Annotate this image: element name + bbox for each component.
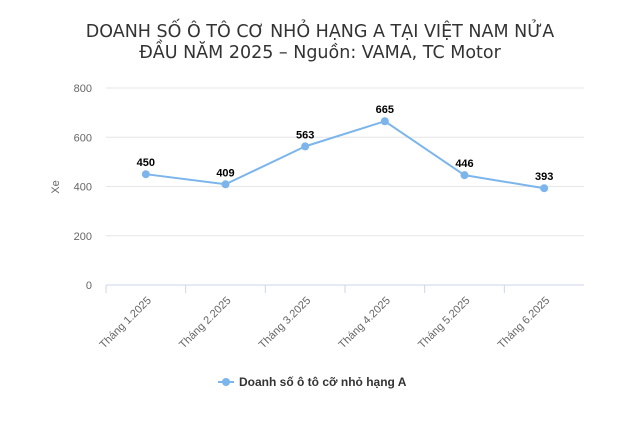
x-tick-label: Tháng 2.2025 bbox=[177, 295, 233, 351]
data-point[interactable] bbox=[460, 171, 469, 180]
y-tick-label: 200 bbox=[74, 231, 92, 243]
x-tick-label: Tháng 4.2025 bbox=[336, 295, 392, 351]
y-axis-ticks: 0 200 400 600 800 bbox=[74, 83, 92, 292]
chart-title-line-1: DOANH SỐ Ô TÔ CƠ NHỎ HẠNG A TẠI VIỆT NAM… bbox=[86, 18, 554, 42]
legend-item-label: Doanh số ô tô cỡ nhỏ hạng A bbox=[239, 375, 407, 389]
data-label: 665 bbox=[376, 104, 394, 116]
data-point[interactable] bbox=[380, 117, 389, 126]
y-tick-label: 0 bbox=[86, 280, 92, 292]
data-label: 409 bbox=[216, 167, 234, 179]
y-tick-label: 800 bbox=[74, 83, 92, 95]
x-tick-label: Tháng 3.2025 bbox=[257, 295, 313, 351]
data-label: 450 bbox=[137, 157, 155, 169]
series-line bbox=[144, 120, 546, 190]
legend-marker bbox=[222, 378, 230, 386]
data-label: 393 bbox=[535, 171, 553, 183]
data-point[interactable] bbox=[540, 184, 549, 193]
grid bbox=[106, 87, 584, 286]
data-label: 446 bbox=[455, 158, 473, 170]
y-axis-label: Xe bbox=[50, 180, 62, 193]
series-group: 450 409 563 665 446 393 bbox=[137, 104, 553, 193]
data-label: 563 bbox=[296, 129, 314, 141]
x-tick-label: Tháng 6.2025 bbox=[496, 295, 552, 351]
x-axis-ticks: Tháng 1.2025 Tháng 2.2025 Tháng 3.2025 Thán… bbox=[97, 285, 552, 351]
x-tick-label: Tháng 5.2025 bbox=[416, 295, 472, 351]
y-tick-label: 600 bbox=[74, 132, 92, 144]
y-tick-label: 400 bbox=[74, 182, 92, 194]
data-point[interactable] bbox=[141, 170, 150, 179]
x-tick-label: Tháng 1.2025 bbox=[97, 295, 153, 351]
data-point[interactable] bbox=[301, 142, 310, 151]
legend[interactable]: Doanh số ô tô cỡ nhỏ hạng A bbox=[218, 375, 407, 389]
data-point[interactable] bbox=[221, 180, 230, 189]
chart-title-line-2: ĐẦU NĂM 2025 – Nguồn: VAMA, TC Motor bbox=[139, 39, 501, 63]
